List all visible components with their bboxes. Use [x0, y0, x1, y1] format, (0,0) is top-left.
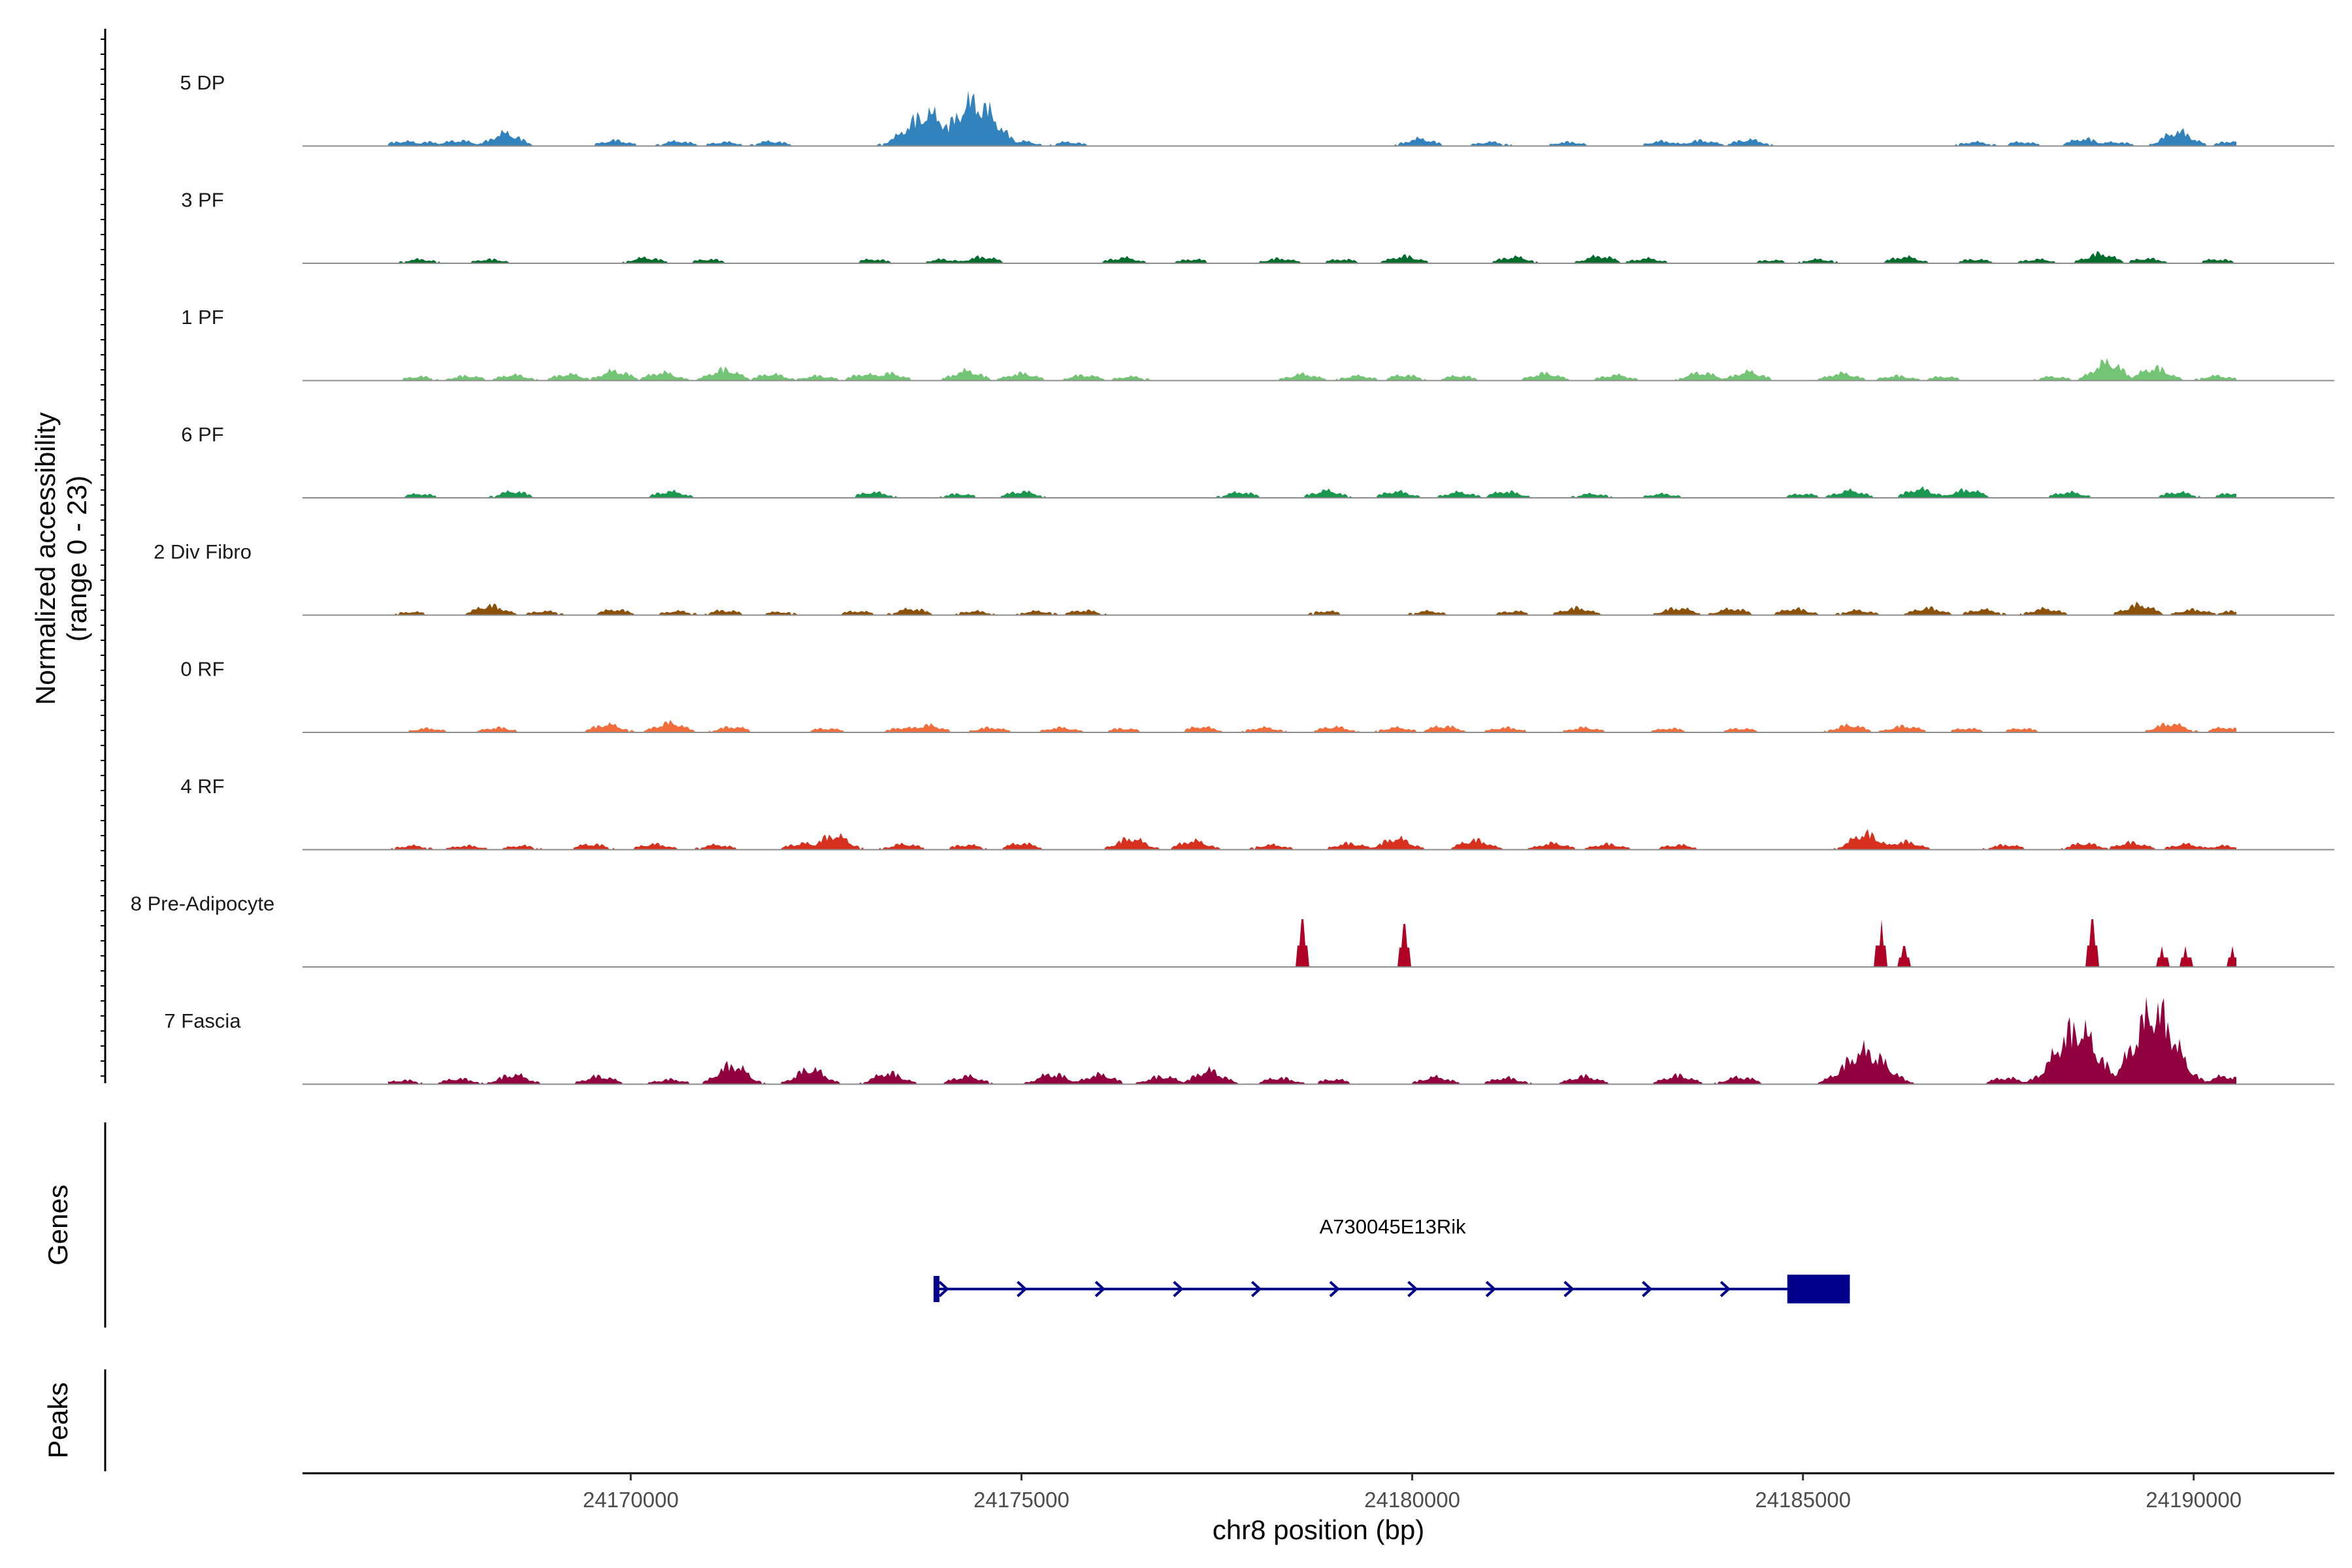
x-tick-label: 24170000 — [583, 1488, 679, 1512]
track-area — [388, 996, 2236, 1085]
track-label: 4 RF — [180, 775, 224, 798]
track-label: 2 Div Fibro — [154, 540, 252, 563]
coverage-y-axis — [101, 29, 106, 1083]
y-axis-title-range: (range 0 - 23) — [61, 476, 92, 642]
genes-panel-title: Genes — [42, 1184, 73, 1266]
strand-arrow-icon — [1017, 1281, 1028, 1298]
track-label: 0 RF — [180, 658, 224, 681]
accessibility-tracks: 5 DP 3 PF 1 PF 6 PF 2 Div Fibro 0 RF 4 RF 8 Pre… — [131, 71, 2334, 1085]
x-axis-title: chr8 position (bp) — [1213, 1514, 1425, 1545]
track-4-rf: 4 RF — [180, 775, 2334, 851]
strand-arrow-icon — [1329, 1281, 1340, 1298]
track-8-pre-adipocyte: 8 Pre-Adipocyte — [131, 892, 2334, 968]
track-label: 8 Pre-Adipocyte — [131, 892, 275, 915]
peaks-panel-title: Peaks — [42, 1382, 73, 1459]
track-2-div-fibro: 2 Div Fibro — [154, 540, 2334, 616]
strand-arrow-icon — [1407, 1281, 1418, 1298]
track-area — [388, 357, 2236, 381]
gene-name-label: A730045E13Rik — [1320, 1215, 1467, 1238]
track-0-rf: 0 RF — [180, 658, 2334, 733]
x-tick-label: 24190000 — [2146, 1488, 2242, 1512]
track-label: 1 PF — [181, 306, 223, 329]
track-label: 5 DP — [180, 71, 225, 94]
track-6-pf: 6 PF — [181, 423, 2334, 498]
x-tick-label: 24175000 — [973, 1488, 1070, 1512]
track-label: 6 PF — [181, 423, 223, 446]
track-7-fascia: 7 Fascia — [164, 996, 2334, 1085]
track-area — [388, 90, 2236, 146]
track-area — [388, 486, 2236, 498]
track-area — [388, 829, 2236, 850]
gene-last-exon — [1787, 1275, 1850, 1303]
track-label: 3 PF — [181, 189, 223, 212]
coverage-y-ticks — [101, 39, 105, 1077]
track-area — [388, 601, 2236, 615]
strand-arrow-icon — [938, 1281, 949, 1298]
strand-arrow-icon — [1720, 1281, 1731, 1298]
gene-first-exon — [933, 1276, 939, 1302]
y-axis-title: Normalized accessibility — [30, 412, 61, 705]
x-tick-label: 24180000 — [1364, 1488, 1460, 1512]
strand-arrow-icon — [1250, 1281, 1262, 1298]
track-area — [388, 919, 2236, 967]
strand-arrow-icon — [1642, 1281, 1653, 1298]
strand-arrow-icon — [1094, 1281, 1106, 1298]
track-area — [388, 719, 2236, 732]
x-tick-label: 24185000 — [1755, 1488, 1851, 1512]
track-5-dp: 5 DP — [180, 71, 2334, 147]
track-area — [388, 251, 2236, 263]
track-label: 7 Fascia — [164, 1009, 241, 1032]
x-axis: 24170000 24175000 24180000 24185000 24190000 — [302, 1472, 2334, 1512]
track-3-pf: 3 PF — [181, 189, 2334, 264]
strand-arrow-icon — [1173, 1281, 1184, 1298]
track-1-pf: 1 PF — [181, 306, 2334, 382]
gene-model: A730045E13Rik — [933, 1215, 1850, 1303]
strand-arrow-icon — [1563, 1281, 1575, 1298]
strand-arrow-icon — [1485, 1281, 1497, 1298]
